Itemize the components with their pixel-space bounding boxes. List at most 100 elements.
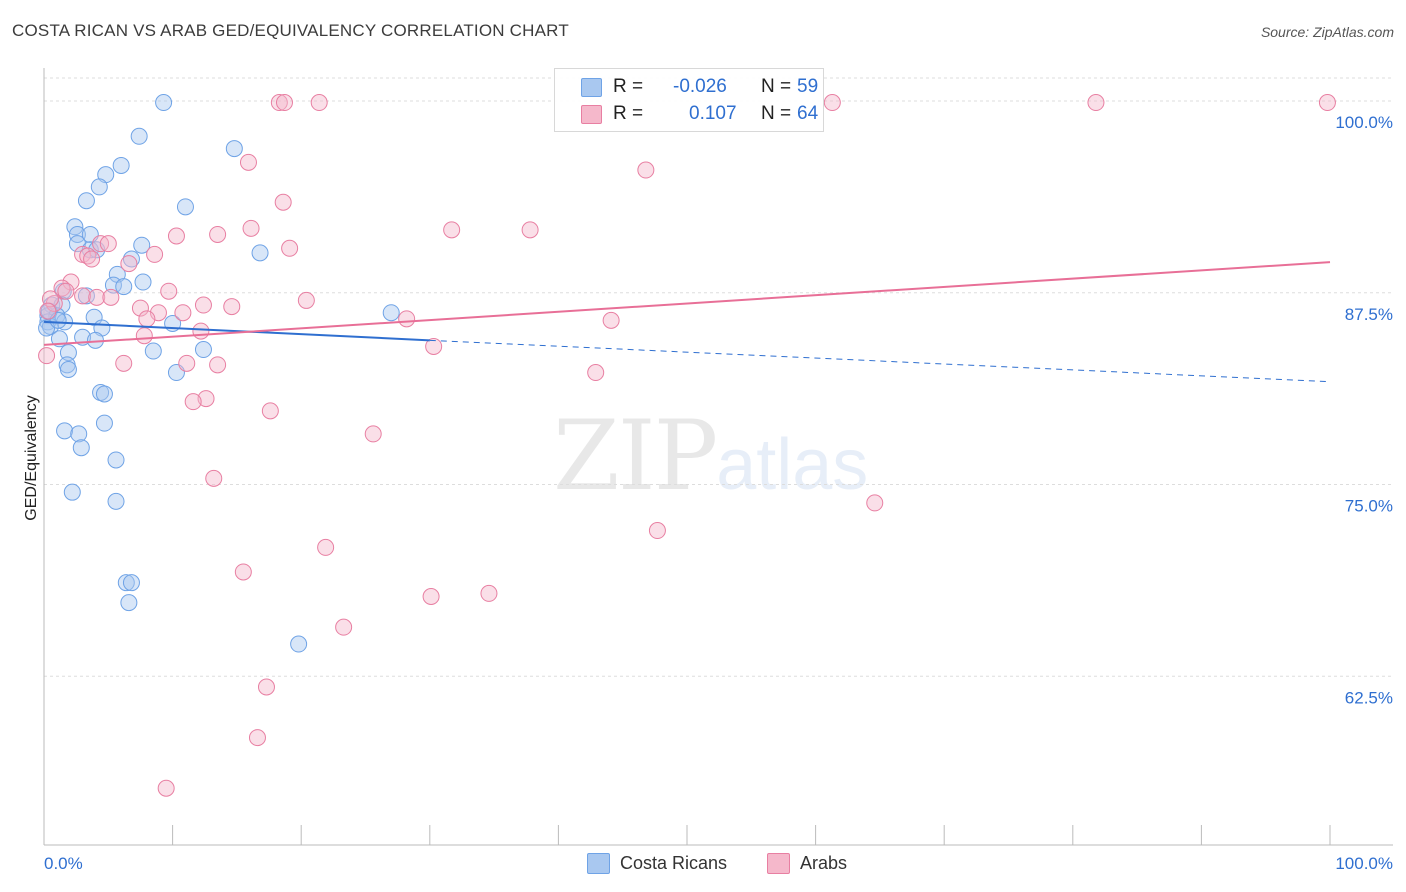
trend-layer — [43, 261, 1331, 383]
watermark-zip: ZIP — [553, 400, 718, 512]
data-point-costa-ricans — [290, 635, 308, 653]
y-tick-label: 87.5% — [1345, 305, 1393, 324]
data-point-arabs — [317, 538, 335, 556]
data-point-costa-ricans — [122, 574, 140, 592]
data-point-arabs — [205, 469, 223, 487]
data-point-arabs — [521, 221, 539, 239]
data-point-arabs — [637, 161, 655, 179]
data-point-arabs — [102, 288, 120, 306]
data-point-arabs — [160, 282, 178, 300]
data-point-arabs — [239, 153, 257, 171]
data-point-costa-ricans — [176, 198, 194, 216]
stats-legend: R = -0.026 N = 59 R = 0.107 N = 64 — [554, 68, 824, 132]
data-point-arabs — [274, 193, 292, 211]
data-point-arabs — [223, 298, 241, 316]
point-layer — [38, 94, 1336, 797]
data-point-costa-ricans — [225, 140, 243, 158]
data-point-arabs — [866, 494, 884, 512]
data-point-arabs — [184, 393, 202, 411]
data-point-arabs — [135, 327, 153, 345]
data-point-arabs — [335, 618, 353, 636]
data-point-costa-ricans — [382, 304, 400, 322]
trend-line-costa-ricans — [43, 320, 430, 342]
data-point-arabs — [192, 322, 210, 340]
data-point-arabs — [131, 299, 149, 317]
data-point-arabs — [38, 347, 56, 365]
data-point-costa-ricans — [90, 178, 108, 196]
axis-layer — [43, 68, 1393, 846]
data-point-arabs — [364, 425, 382, 443]
data-point-costa-ricans — [155, 94, 173, 112]
data-point-arabs — [83, 250, 101, 268]
data-point-arabs — [261, 402, 279, 420]
data-point-arabs — [602, 311, 620, 329]
y-tick-label: 100.0% — [1335, 113, 1393, 132]
data-point-arabs — [209, 356, 227, 374]
data-point-arabs — [257, 678, 275, 696]
data-point-arabs — [281, 239, 299, 257]
data-point-costa-ricans — [59, 344, 77, 362]
data-point-arabs — [88, 288, 106, 306]
data-point-arabs — [57, 282, 75, 300]
data-point-arabs — [234, 563, 252, 581]
data-point-arabs — [99, 235, 117, 253]
data-point-arabs — [174, 304, 192, 322]
x-tick-label: 0.0% — [44, 854, 83, 873]
data-point-costa-ricans — [77, 192, 95, 210]
data-point-arabs — [146, 245, 164, 263]
data-point-arabs — [138, 310, 156, 328]
data-point-arabs — [648, 522, 666, 540]
data-point-costa-ricans — [133, 236, 151, 254]
legend-r-label: R = — [613, 103, 644, 124]
legend-swatch-arabs — [581, 105, 602, 124]
data-point-costa-ricans — [95, 385, 113, 403]
data-point-costa-ricans — [144, 342, 162, 360]
data-point-arabs — [480, 584, 498, 602]
data-point-arabs — [310, 94, 328, 112]
watermark: ZIPatlas — [553, 400, 868, 512]
data-point-costa-ricans — [130, 127, 148, 145]
data-point-costa-ricans — [59, 360, 77, 378]
data-point-arabs — [270, 94, 288, 112]
data-point-costa-ricans — [95, 414, 113, 432]
data-point-costa-ricans — [134, 273, 152, 291]
data-point-costa-ricans — [120, 594, 138, 612]
data-point-costa-ricans — [68, 225, 86, 243]
data-point-arabs — [443, 221, 461, 239]
data-point-arabs — [587, 364, 605, 382]
trend-extension-costa-ricans — [429, 339, 1331, 383]
legend-r-label: R = — [613, 76, 644, 97]
data-point-costa-ricans — [251, 244, 269, 262]
data-point-arabs — [178, 354, 196, 372]
data-point-arabs — [157, 779, 175, 797]
data-point-costa-ricans — [63, 483, 81, 501]
legend-swatch-costa-ricans — [581, 78, 602, 97]
data-point-arabs — [297, 291, 315, 309]
data-point-costa-ricans — [122, 250, 140, 268]
bottom-legend-label: Costa Ricans — [620, 853, 728, 873]
data-point-arabs — [425, 337, 443, 355]
data-point-arabs — [398, 310, 416, 328]
legend-n-label: N = — [761, 103, 792, 124]
data-point-costa-ricans — [112, 156, 130, 174]
data-point-costa-ricans — [115, 278, 133, 296]
data-point-arabs — [62, 273, 80, 291]
data-point-arabs — [39, 302, 57, 320]
legend-r-value: -0.026 — [673, 76, 727, 97]
x-tick-label: 100.0% — [1335, 854, 1393, 873]
data-point-arabs — [422, 587, 440, 605]
data-point-costa-ricans — [56, 422, 74, 440]
label-layer: 62.5% 75.0% 87.5% 100.0% 0.0% 100.0% GED/Equiv… — [23, 113, 1393, 873]
bottom-legend-swatch-arabs — [767, 853, 790, 874]
data-point-arabs — [275, 94, 293, 112]
data-point-arabs — [1318, 94, 1336, 112]
legend-n-label: N = — [761, 76, 792, 97]
data-point-arabs — [1087, 94, 1105, 112]
data-point-costa-ricans — [72, 439, 90, 457]
data-point-arabs — [209, 225, 227, 243]
data-point-arabs — [242, 219, 260, 237]
data-point-arabs — [823, 94, 841, 112]
legend-n-value: 64 — [797, 103, 819, 124]
data-point-arabs — [167, 227, 185, 245]
